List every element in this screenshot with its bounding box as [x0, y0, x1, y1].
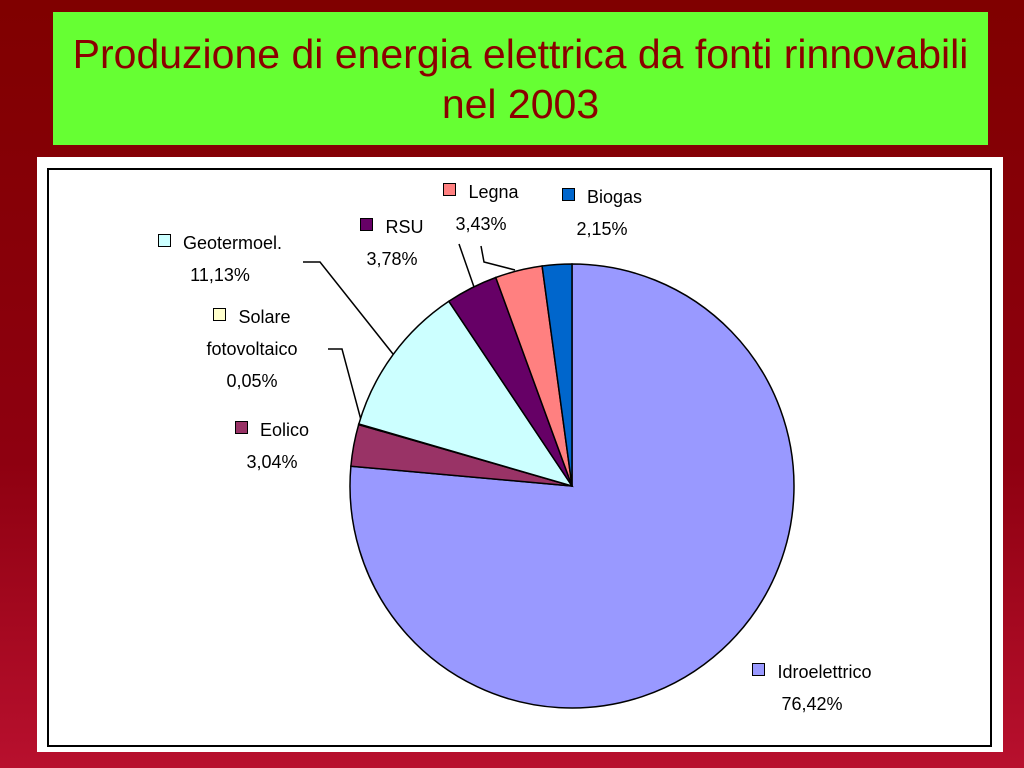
data-label: Biogas 2,15% [532, 181, 672, 245]
data-label: Idroelettrico 76,42% [712, 656, 912, 720]
data-label: RSU 3,78% [332, 211, 452, 275]
leader-line [303, 261, 394, 355]
value-label: 76,42% [781, 694, 843, 714]
legend-entry: Biogas [532, 181, 672, 213]
legend-entry: Solare fotovoltaico [177, 301, 327, 365]
category-label: RSU [385, 217, 424, 237]
value-label: 3,04% [246, 452, 298, 472]
legend-entry: Legna [421, 176, 541, 208]
legend-entry: Geotermoel. [120, 227, 320, 259]
value-label: 11,13% [190, 265, 250, 285]
data-label: Legna 3,43% [421, 176, 541, 240]
legend-swatch [752, 663, 766, 676]
title-box: Produzione di energia elettrica da fonti… [53, 12, 988, 145]
leader-line [480, 245, 516, 271]
data-label: Eolico 3,04% [202, 414, 342, 478]
leader-line [328, 348, 362, 421]
legend-entry: Idroelettrico [712, 656, 912, 688]
legend-swatch [234, 421, 248, 434]
legend-swatch [443, 183, 457, 196]
category-label: Idroelettrico [777, 662, 872, 682]
legend-swatch [157, 234, 171, 247]
value-label: 3,78% [366, 249, 418, 269]
value-label: 3,43% [455, 214, 507, 234]
value-label: 2,15% [576, 219, 628, 239]
chart-frame [47, 168, 992, 747]
legend-entry: RSU [332, 211, 452, 243]
legend-swatch [360, 218, 374, 231]
pie-slice [357, 300, 574, 488]
legend-entry: Eolico [202, 414, 342, 446]
category-label: Solare fotovoltaico [206, 307, 298, 359]
data-label: Solare fotovoltaico 0,05% [177, 301, 327, 397]
legend-swatch [213, 308, 227, 321]
category-label: Legna [468, 182, 519, 202]
value-label: 0,05% [226, 371, 278, 391]
category-label: Eolico [259, 420, 310, 440]
category-label: Biogas [586, 187, 643, 207]
category-label: Geotermoel. [182, 233, 283, 253]
leader-line [458, 243, 475, 288]
data-label: Geotermoel. 11,13% [120, 227, 320, 291]
leader-lines [303, 243, 516, 421]
pie-slice [541, 263, 573, 487]
legend-swatch [561, 188, 575, 201]
chart-title: Produzione di energia elettrica da fonti… [72, 30, 969, 127]
